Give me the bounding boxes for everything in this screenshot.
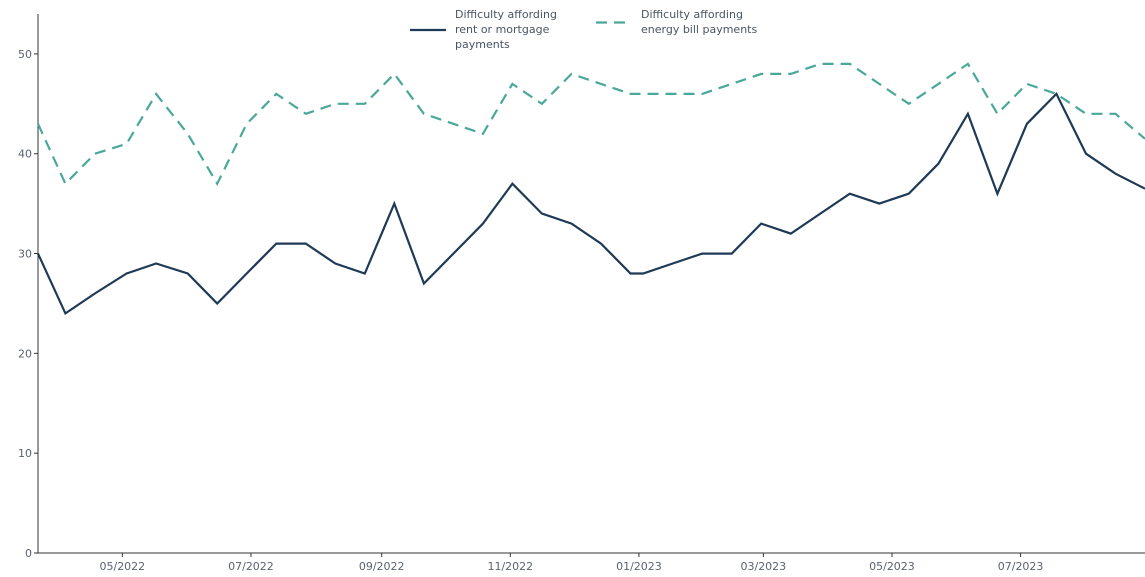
y-tick-label: 10 [18, 447, 32, 460]
x-ticks: 05/2022 07/2022 09/2022 11/2022 01/2023 03/20… [99, 553, 1043, 573]
x-tick-label: 01/2023 [616, 560, 662, 573]
series-line-energy-bill [36, 62, 1145, 187]
x-tick-label: 11/2022 [487, 560, 533, 573]
x-tick-label: 03/2023 [740, 560, 786, 573]
x-tick-label: 07/2022 [228, 560, 274, 573]
x-tick-label: 09/2022 [359, 560, 405, 573]
axes [37, 14, 1145, 554]
y-tick-label: 0 [25, 547, 32, 560]
series-line-rent-or-mortgage [36, 92, 1145, 316]
y-tick-label: 30 [18, 248, 32, 261]
legend-label: Difficulty affording rent or mortgage paym… [455, 8, 557, 51]
x-tick-label: 05/2023 [869, 560, 915, 573]
x-tick-label: 07/2023 [998, 560, 1044, 573]
legend: Difficulty affording rent or mortgage paym… [410, 8, 757, 51]
legend-label: Difficulty affording energy bill payments [641, 8, 757, 36]
series-lines [36, 62, 1145, 316]
y-tick-label: 40 [18, 148, 32, 161]
y-tick-label: 20 [18, 347, 32, 360]
x-tick-label: 05/2022 [99, 560, 145, 573]
y-ticks: 0 10 20 30 40 50 [18, 48, 38, 560]
y-tick-label: 50 [18, 48, 32, 61]
